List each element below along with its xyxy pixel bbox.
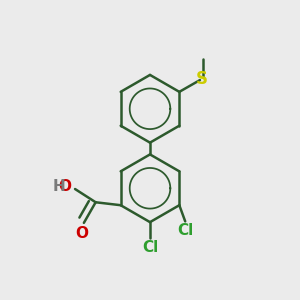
Text: Cl: Cl: [142, 240, 158, 255]
Text: O: O: [75, 226, 88, 242]
Text: S: S: [195, 70, 207, 88]
Text: H: H: [53, 179, 65, 194]
Text: Cl: Cl: [177, 223, 193, 238]
Text: O: O: [58, 179, 71, 194]
